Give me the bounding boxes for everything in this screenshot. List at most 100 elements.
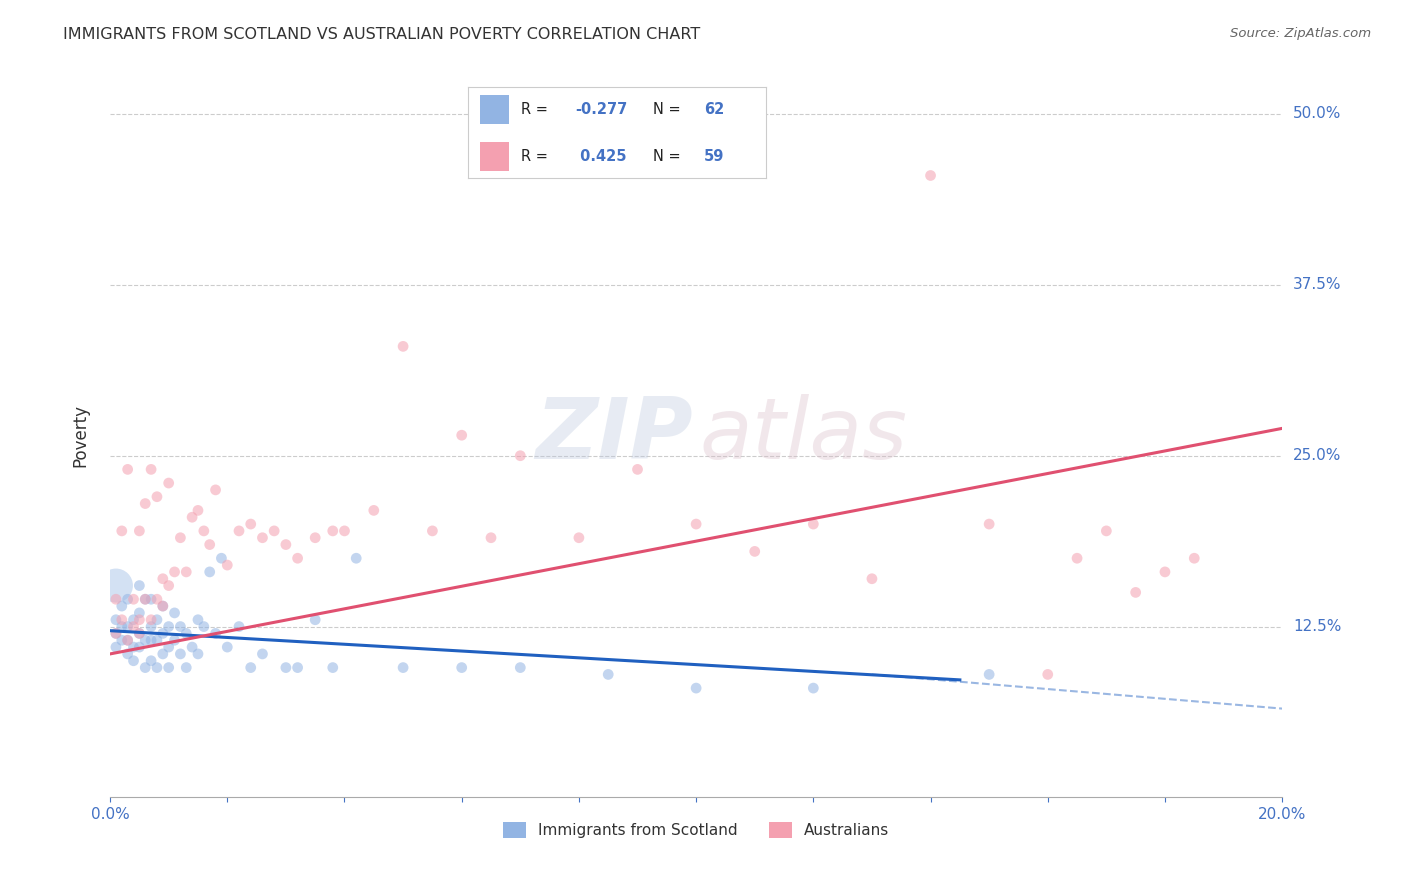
Point — [128, 613, 150, 627]
Point — [134, 592, 156, 607]
Point — [152, 647, 174, 661]
Point — [263, 524, 285, 538]
Point — [304, 613, 326, 627]
Point — [139, 619, 162, 633]
Text: IMMIGRANTS FROM SCOTLAND VS AUSTRALIAN POVERTY CORRELATION CHART: IMMIGRANTS FROM SCOTLAND VS AUSTRALIAN P… — [63, 27, 700, 42]
Point — [450, 660, 472, 674]
Point — [128, 578, 150, 592]
Point — [139, 633, 162, 648]
Point — [128, 606, 150, 620]
Point — [181, 510, 204, 524]
Point — [568, 531, 591, 545]
Point — [157, 476, 180, 491]
Point — [169, 531, 191, 545]
Point — [363, 503, 385, 517]
Point — [979, 517, 1001, 532]
Point — [134, 592, 156, 607]
Point — [128, 640, 150, 654]
Point — [104, 626, 127, 640]
Point — [117, 647, 139, 661]
Point — [152, 626, 174, 640]
Text: ZIP: ZIP — [536, 393, 693, 476]
Point — [1182, 551, 1205, 566]
Point — [598, 667, 620, 681]
Point — [174, 660, 197, 674]
Point — [322, 524, 344, 538]
Text: 12.5%: 12.5% — [1294, 619, 1341, 634]
Point — [146, 660, 169, 674]
Point — [117, 619, 139, 633]
Text: 25.0%: 25.0% — [1294, 448, 1341, 463]
Text: atlas: atlas — [700, 393, 908, 476]
Point — [198, 538, 221, 552]
Point — [152, 572, 174, 586]
Point — [169, 647, 191, 661]
Point — [801, 517, 824, 532]
Point — [104, 626, 127, 640]
Point — [860, 572, 883, 586]
Point — [239, 517, 262, 532]
Point — [104, 578, 127, 592]
Point — [509, 449, 531, 463]
Text: 50.0%: 50.0% — [1294, 106, 1341, 121]
Point — [187, 647, 209, 661]
Point — [111, 524, 134, 538]
Point — [157, 578, 180, 592]
Point — [209, 551, 232, 566]
Point — [1125, 585, 1147, 599]
Point — [128, 626, 150, 640]
Point — [117, 592, 139, 607]
Point — [217, 558, 239, 572]
Point — [193, 524, 215, 538]
Point — [422, 524, 444, 538]
Point — [111, 613, 134, 627]
Point — [287, 551, 309, 566]
Point — [187, 503, 209, 517]
Y-axis label: Poverty: Poverty — [72, 404, 89, 467]
Point — [217, 640, 239, 654]
Point — [204, 483, 226, 497]
Point — [104, 613, 127, 627]
Text: 37.5%: 37.5% — [1294, 277, 1341, 293]
Point — [181, 640, 204, 654]
Point — [139, 654, 162, 668]
Point — [111, 633, 134, 648]
Point — [146, 490, 169, 504]
Point — [122, 592, 145, 607]
Point — [128, 626, 150, 640]
Point — [322, 660, 344, 674]
Point — [239, 660, 262, 674]
Point — [1036, 667, 1059, 681]
Point — [169, 619, 191, 633]
Point — [479, 531, 502, 545]
Point — [274, 538, 297, 552]
Point — [509, 660, 531, 674]
Point — [152, 599, 174, 613]
Point — [287, 660, 309, 674]
Legend: Immigrants from Scotland, Australians: Immigrants from Scotland, Australians — [498, 816, 896, 844]
Point — [157, 660, 180, 674]
Point — [122, 654, 145, 668]
Point — [117, 633, 139, 648]
Point — [744, 544, 766, 558]
Point — [163, 565, 186, 579]
Point — [204, 626, 226, 640]
Point — [122, 619, 145, 633]
Point — [134, 633, 156, 648]
Point — [274, 660, 297, 674]
Point — [139, 613, 162, 627]
Point — [139, 592, 162, 607]
Point — [174, 565, 197, 579]
Point — [392, 660, 415, 674]
Point — [228, 619, 250, 633]
Point — [163, 606, 186, 620]
Point — [122, 640, 145, 654]
Point — [157, 619, 180, 633]
Point — [626, 462, 648, 476]
Point — [1095, 524, 1118, 538]
Point — [252, 647, 274, 661]
Point — [174, 626, 197, 640]
Point — [685, 681, 707, 695]
Point — [134, 660, 156, 674]
Point — [139, 462, 162, 476]
